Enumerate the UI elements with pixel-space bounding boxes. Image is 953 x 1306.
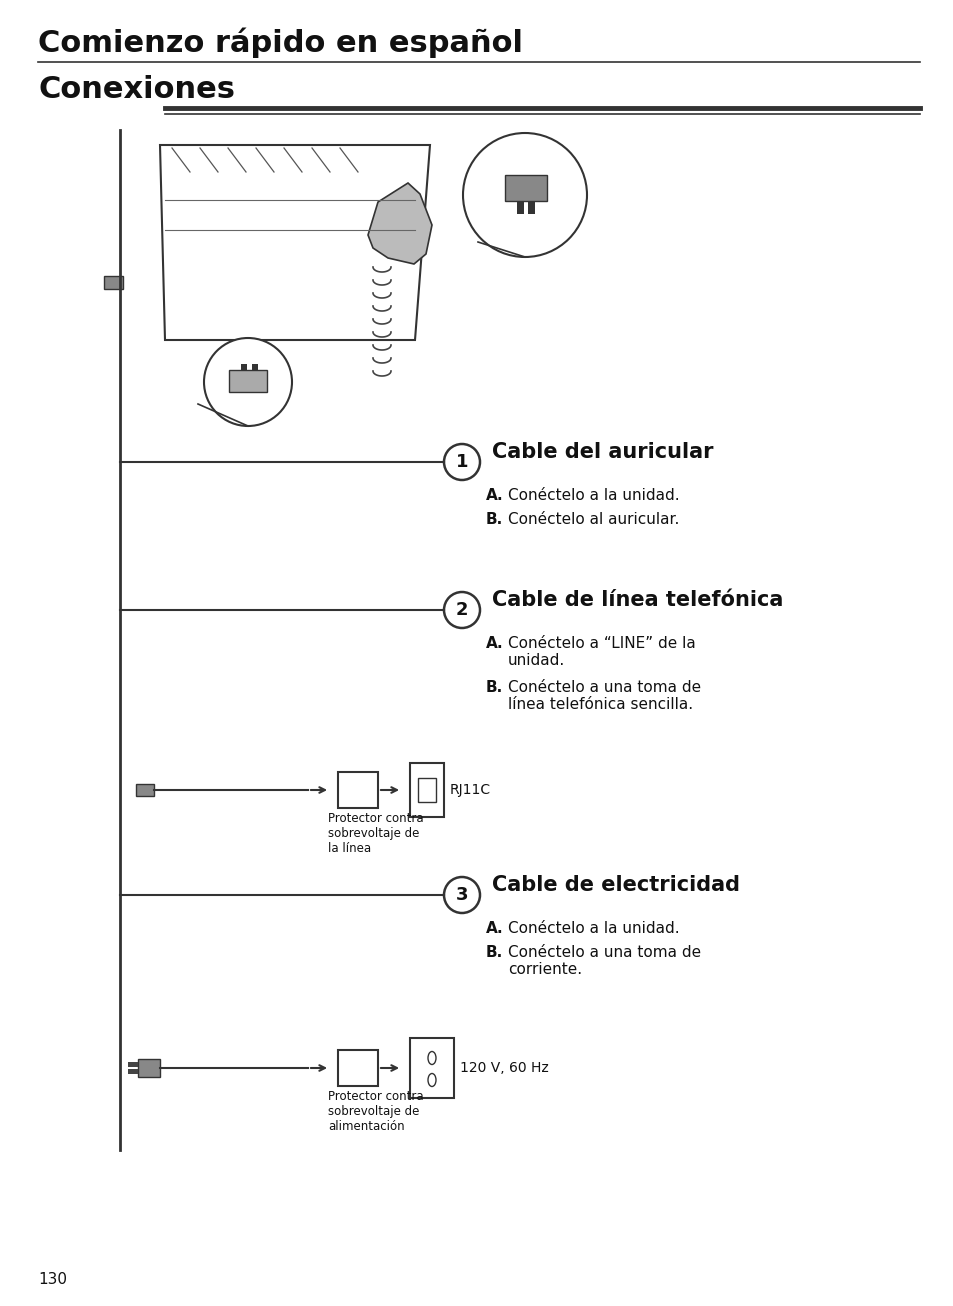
Text: 130: 130 xyxy=(38,1272,67,1286)
Bar xyxy=(138,1059,160,1077)
Text: 1: 1 xyxy=(456,453,468,471)
Text: A.: A. xyxy=(485,921,503,936)
Bar xyxy=(504,175,546,201)
Text: 3: 3 xyxy=(456,885,468,904)
Bar xyxy=(104,276,123,289)
Circle shape xyxy=(443,878,479,913)
Text: Cable de línea telefónica: Cable de línea telefónica xyxy=(492,590,782,610)
Bar xyxy=(136,784,153,795)
Bar xyxy=(241,364,247,370)
Text: Conéctelo a la unidad.: Conéctelo a la unidad. xyxy=(507,921,679,936)
Text: B.: B. xyxy=(485,680,503,695)
Circle shape xyxy=(204,338,292,426)
Bar xyxy=(417,778,436,802)
Text: Conexiones: Conexiones xyxy=(38,74,234,104)
Bar xyxy=(337,772,377,808)
Bar xyxy=(252,364,257,370)
Text: A.: A. xyxy=(485,488,503,503)
Text: 120 V, 60 Hz: 120 V, 60 Hz xyxy=(459,1060,548,1075)
Text: B.: B. xyxy=(485,946,503,960)
Text: Conéctelo a “LINE” de la
unidad.: Conéctelo a “LINE” de la unidad. xyxy=(507,636,695,669)
Bar xyxy=(517,201,523,214)
Text: Conéctelo a una toma de
corriente.: Conéctelo a una toma de corriente. xyxy=(507,946,700,977)
Text: A.: A. xyxy=(485,636,503,650)
Text: Comienzo rápido en español: Comienzo rápido en español xyxy=(38,27,522,59)
Bar xyxy=(128,1070,138,1074)
Text: 2: 2 xyxy=(456,601,468,619)
Text: RJ11C: RJ11C xyxy=(450,784,491,797)
Text: Protector contra
sobrevoltaje de
alimentación: Protector contra sobrevoltaje de aliment… xyxy=(328,1091,423,1134)
Bar xyxy=(337,1050,377,1087)
Text: Cable de electricidad: Cable de electricidad xyxy=(492,875,740,895)
Bar xyxy=(128,1062,138,1067)
Text: Conéctelo a la unidad.: Conéctelo a la unidad. xyxy=(507,488,679,503)
Text: Protector contra
sobrevoltaje de
la línea: Protector contra sobrevoltaje de la líne… xyxy=(328,812,423,855)
Circle shape xyxy=(443,444,479,481)
Bar xyxy=(410,763,443,818)
Circle shape xyxy=(462,133,586,257)
Polygon shape xyxy=(368,183,432,264)
Bar xyxy=(229,370,267,392)
Bar xyxy=(527,201,535,214)
Text: Conéctelo a una toma de
línea telefónica sencilla.: Conéctelo a una toma de línea telefónica… xyxy=(507,680,700,712)
Text: Cable del auricular: Cable del auricular xyxy=(492,441,713,462)
Circle shape xyxy=(443,592,479,628)
Text: B.: B. xyxy=(485,512,503,528)
Bar xyxy=(410,1038,454,1098)
Text: Conéctelo al auricular.: Conéctelo al auricular. xyxy=(507,512,679,528)
